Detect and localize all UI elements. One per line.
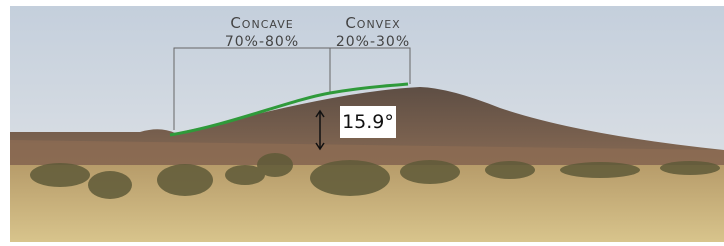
annotated-photo: 15.9° Concave 70%-80% Convex 20%-30% [0,0,724,246]
concave-label: Concave [230,14,293,32]
convex-share: 20%-30% [336,34,410,50]
convex-label: Convex [345,14,400,32]
concave-share: 70%-80% [225,34,299,50]
angle-label: 15.9° [342,111,394,133]
